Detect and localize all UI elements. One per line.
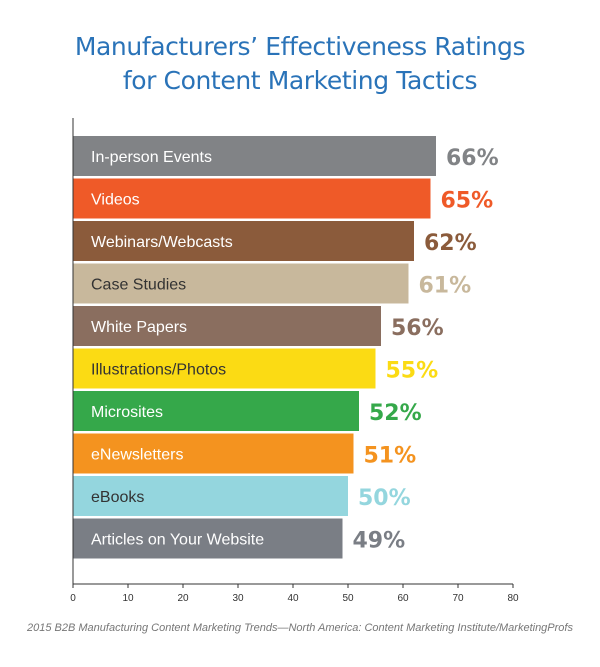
bar-category-label: Microsites bbox=[91, 404, 163, 421]
bar-category-label: Case Studies bbox=[91, 277, 186, 294]
x-tick-label: 30 bbox=[232, 593, 244, 604]
bar-2 bbox=[73, 178, 431, 219]
bar-category-label: White Papers bbox=[91, 319, 187, 336]
bar-category-label: Videos bbox=[91, 192, 140, 209]
bar-value-label: 62% bbox=[424, 231, 477, 256]
chart-title: Manufacturers’ Effectiveness Ratings for… bbox=[0, 30, 600, 98]
x-tick-label: 10 bbox=[122, 593, 134, 604]
x-tick-label: 40 bbox=[287, 593, 299, 604]
bar-8 bbox=[73, 433, 354, 474]
bar-value-label: 51% bbox=[364, 444, 417, 469]
x-tick-label: 70 bbox=[452, 593, 464, 604]
source-caption: 2015 B2B Manufacturing Content Marketing… bbox=[27, 622, 573, 634]
bar-6 bbox=[73, 348, 376, 389]
bar-value-label: 56% bbox=[391, 316, 444, 341]
bar-value-label: 52% bbox=[369, 401, 422, 426]
bar-5 bbox=[73, 306, 381, 346]
bar-value-label: 50% bbox=[358, 486, 411, 511]
x-tick-label: 60 bbox=[397, 593, 409, 604]
chart-title-line-2: for Content Marketing Tactics bbox=[122, 66, 478, 95]
bar-value-label: 66% bbox=[446, 146, 499, 171]
bar-category-label: Illustrations/Photos bbox=[91, 362, 226, 379]
bar-category-label: eBooks bbox=[91, 489, 144, 506]
x-tick-label: 50 bbox=[342, 593, 354, 604]
bar-category-label: eNewsletters bbox=[91, 447, 183, 464]
bar-4 bbox=[73, 263, 409, 304]
bar-category-label: Webinars/Webcasts bbox=[91, 234, 233, 251]
bar-value-label: 65% bbox=[441, 189, 494, 214]
bar-value-label: 49% bbox=[353, 529, 406, 554]
bar-7 bbox=[73, 391, 359, 431]
bar-10 bbox=[73, 518, 343, 559]
bar-value-label: 61% bbox=[419, 274, 472, 299]
bar-3 bbox=[73, 221, 414, 261]
x-tick-label: 80 bbox=[507, 593, 519, 604]
x-tick-label: 20 bbox=[177, 593, 189, 604]
bar-9 bbox=[73, 476, 348, 516]
bar-value-label: 55% bbox=[386, 359, 439, 384]
x-tick-label: 0 bbox=[70, 593, 76, 604]
bar-category-label: In-person Events bbox=[91, 149, 212, 166]
bar-1 bbox=[73, 136, 436, 176]
bar-category-label: Articles on Your Website bbox=[91, 532, 264, 549]
chart-title-line-1: Manufacturers’ Effectiveness Ratings bbox=[74, 32, 526, 61]
